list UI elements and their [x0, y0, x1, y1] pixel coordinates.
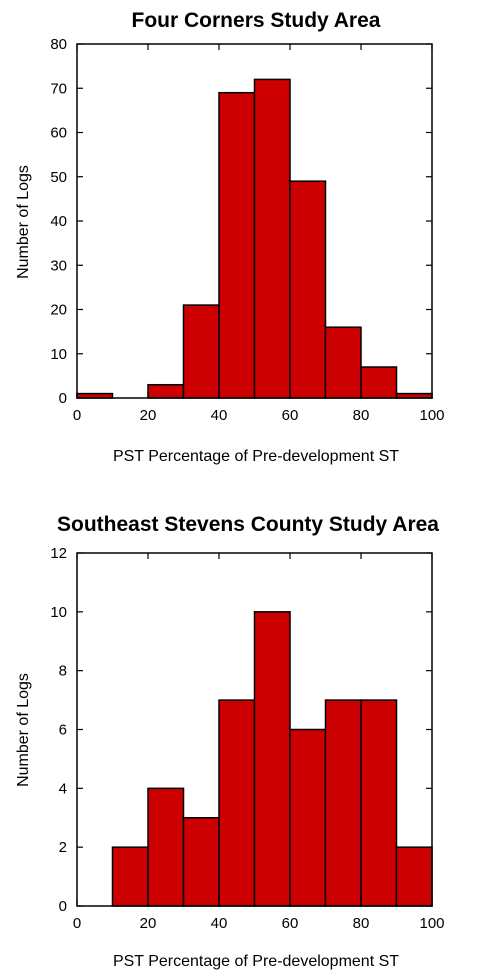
- chart1-x-tick-label-0: 0: [73, 407, 81, 424]
- chart2-x-tick-label-1: 20: [140, 915, 157, 932]
- chart1-x-axis-label: PST Percentage of Pre-development ST: [113, 448, 399, 465]
- chart2-bar-4: [218, 699, 256, 907]
- chart2-bar-9: [395, 846, 433, 907]
- chart1-x-tick-label-2: 40: [211, 407, 228, 424]
- chart2-y-tick-label-4: 8: [59, 663, 67, 680]
- chart1-bar-3: [182, 304, 220, 399]
- chart1-y-tick-label-2: 20: [50, 302, 67, 319]
- chart2-x-tick-label-0: 0: [73, 915, 81, 932]
- chart1-bar-2: [147, 383, 185, 399]
- chart2-bar-7: [324, 699, 362, 907]
- chart2-bar-1: [111, 846, 149, 907]
- chart1-x-tick-label-5: 100: [419, 407, 444, 424]
- chart1-y-tick-label-4: 40: [50, 213, 67, 230]
- chart1-bar-5: [253, 78, 291, 399]
- chart1-bar-7: [324, 326, 362, 399]
- chart2-y-tick-label-2: 4: [59, 780, 67, 797]
- chart2-y-tick-label-3: 6: [59, 722, 67, 739]
- chart2-bar-5: [253, 611, 291, 907]
- chart1-y-tick-label-8: 80: [50, 36, 67, 53]
- chart2-y-tick-label-0: 0: [59, 898, 67, 915]
- chart2-x-tick-label-5: 100: [419, 915, 444, 932]
- chart1-y-tick-label-5: 50: [50, 169, 67, 186]
- chart1-x-tick-label-1: 20: [140, 407, 157, 424]
- chart1-x-tick-label-4: 80: [353, 407, 370, 424]
- chart2-y-tick-label-1: 2: [59, 839, 67, 856]
- chart2-bar-6: [289, 728, 327, 907]
- chart1-plot: 0 20 40 60 80 100 0 10 20 30 40 50 60 70 80: [50, 36, 444, 424]
- chart2-x-tick-label-3: 60: [282, 915, 299, 932]
- chart1-title: Four Corners Study Area: [132, 9, 381, 32]
- chart2-x-tick-label-4: 80: [353, 915, 370, 932]
- chart1-y-tick-label-3: 30: [50, 257, 67, 274]
- chart1-y-axis-label: Number of Logs: [15, 165, 32, 279]
- chart1-x-tick-label-3: 60: [282, 407, 299, 424]
- chart2-title: Southeast Stevens County Study Area: [57, 513, 439, 536]
- chart2-y-axis-label: Number of Logs: [15, 673, 32, 787]
- chart1-bar-4: [218, 91, 256, 399]
- chart1-y-tick-label-6: 60: [50, 125, 67, 142]
- chart1-y-tick-label-1: 10: [50, 346, 67, 363]
- chart1-bar-6: [289, 180, 327, 399]
- chart1-y-tick-label-7: 70: [50, 80, 67, 97]
- chart2-y-tick-label-5: 10: [50, 604, 67, 621]
- chart1-bar-8: [360, 366, 398, 399]
- chart1-y-tick-label-0: 0: [59, 390, 67, 407]
- chart2-bar-2: [147, 787, 185, 907]
- chart2-bar-3: [182, 817, 220, 907]
- chart2-y-tick-label-6: 12: [50, 545, 67, 562]
- chart2-bar-8: [360, 699, 398, 907]
- chart2-x-tick-label-2: 40: [211, 915, 228, 932]
- chart2-plot: 0 20 40 60 80 100 0 2 4 6 8 10 12: [50, 545, 444, 932]
- chart2-x-axis-label: PST Percentage of Pre-development ST: [113, 953, 399, 970]
